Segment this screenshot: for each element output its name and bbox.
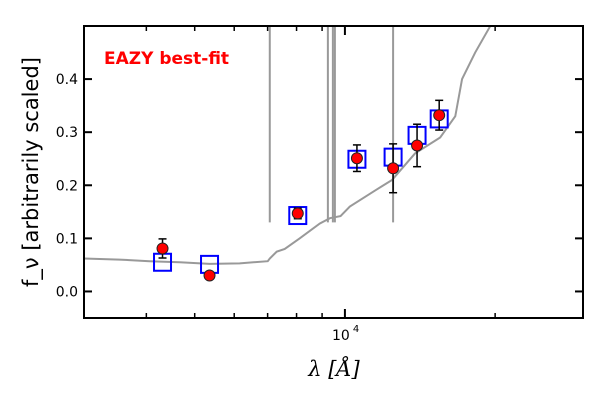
observed-point	[156, 242, 169, 255]
observed-point	[203, 269, 216, 282]
axes-frame	[83, 25, 584, 319]
y-tick-label: 0.4	[56, 72, 78, 88]
x-axis-label: λ [Å]	[307, 356, 360, 381]
observed-point	[291, 207, 304, 220]
observed-point	[387, 162, 400, 175]
plot-area	[84, 26, 492, 282]
observed-point	[433, 109, 446, 122]
y-tick-label: 0.3	[56, 125, 78, 141]
x-tick-exponent: 4	[353, 324, 359, 335]
model-photometry-square	[288, 206, 308, 226]
y-tick-label: 0.0	[56, 284, 78, 300]
y-axis-label: f_ν [arbitrarily scaled]	[19, 57, 44, 287]
x-tick-label: 10	[332, 328, 350, 344]
sed-model-line	[84, 26, 492, 265]
y-tick-label: 0.2	[56, 178, 78, 194]
observed-point	[411, 139, 424, 152]
y-tick-label: 0.1	[56, 231, 78, 247]
annotation-label: EAZY best-fit	[104, 49, 229, 69]
observed-point	[350, 152, 363, 165]
ticks: 0.0 0.1 0.2 0.3 0.4 10 4	[56, 26, 583, 344]
